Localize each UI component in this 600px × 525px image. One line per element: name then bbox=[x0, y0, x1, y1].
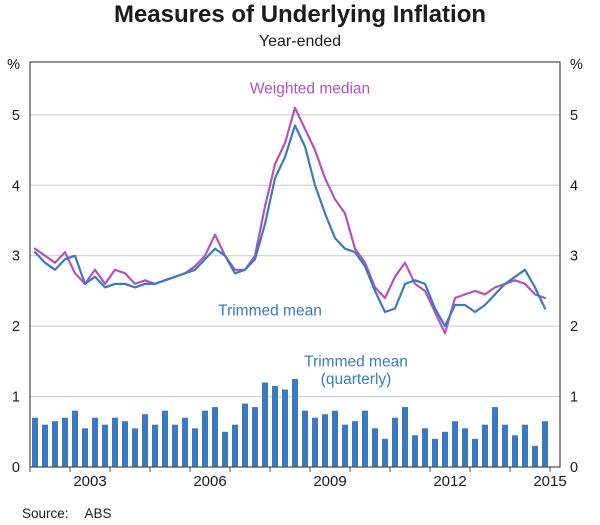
x-axis-label: 2015 bbox=[533, 473, 566, 490]
line-series bbox=[33, 124, 547, 328]
y-axis-label-left: 5 bbox=[12, 108, 20, 124]
y-axis-label-right: 1 bbox=[570, 390, 578, 406]
quarterly-bar bbox=[72, 410, 78, 467]
y-axis-label-right: 0 bbox=[570, 460, 578, 476]
y-axis-label-right: 2 bbox=[570, 319, 578, 335]
quarterly-bar bbox=[82, 428, 88, 467]
quarterly-bar bbox=[132, 428, 138, 467]
quarterly-bar bbox=[342, 424, 348, 467]
series-annotation: (quarterly) bbox=[321, 371, 392, 388]
quarterly-bar bbox=[352, 421, 358, 467]
y-axis-label-right: 4 bbox=[570, 178, 578, 194]
x-axis-label: 2006 bbox=[193, 473, 226, 490]
quarterly-bar bbox=[452, 421, 458, 467]
quarterly-bar bbox=[212, 407, 218, 467]
quarterly-bar bbox=[192, 428, 198, 467]
quarterly-bar bbox=[202, 410, 208, 467]
y-axis-label-left: 0 bbox=[12, 460, 20, 476]
quarterly-bar bbox=[162, 410, 168, 467]
quarterly-bar bbox=[302, 410, 308, 467]
y-axis-label-right: 5 bbox=[570, 108, 578, 124]
y-axis-label-right: 3 bbox=[570, 249, 578, 265]
series-annotation: Weighted median bbox=[250, 81, 370, 98]
quarterly-bar bbox=[112, 417, 118, 467]
quarterly-bar bbox=[472, 438, 478, 467]
unit-label-left: % bbox=[7, 57, 20, 73]
quarterly-bar bbox=[312, 417, 318, 467]
quarterly-bar bbox=[462, 428, 468, 467]
quarterly-bar bbox=[332, 410, 338, 467]
quarterly-bar bbox=[292, 379, 298, 467]
quarterly-bar bbox=[232, 424, 238, 467]
quarterly-bar bbox=[282, 389, 288, 467]
y-axis-label-left: 2 bbox=[12, 319, 20, 335]
quarterly-bar bbox=[522, 424, 528, 467]
quarterly-bar bbox=[422, 428, 428, 467]
unit-label-right: % bbox=[570, 57, 583, 73]
x-axis-label: 2009 bbox=[313, 473, 346, 490]
quarterly-bar bbox=[42, 424, 48, 467]
quarterly-bar bbox=[262, 382, 268, 467]
plot-frame bbox=[29, 61, 561, 468]
quarterly-bar bbox=[92, 417, 98, 467]
x-axis-label: 2003 bbox=[73, 473, 106, 490]
quarterly-bar bbox=[542, 421, 548, 467]
quarterly-bar bbox=[272, 386, 278, 467]
x-axis-label: 2012 bbox=[433, 473, 466, 490]
chart-subtitle: Year-ended bbox=[258, 33, 342, 50]
quarterly-bar bbox=[152, 424, 158, 467]
quarterly-bar bbox=[512, 435, 518, 467]
y-axis-label-left: 1 bbox=[12, 390, 20, 406]
quarterly-bar bbox=[492, 407, 498, 467]
quarterly-bar bbox=[362, 410, 368, 467]
quarterly-bar bbox=[372, 428, 378, 467]
quarterly-bar bbox=[252, 407, 258, 467]
series-annotation: Trimmed mean bbox=[218, 303, 322, 320]
quarterly-bar bbox=[432, 438, 438, 467]
source-label: Source: bbox=[22, 506, 69, 521]
quarterly-bar bbox=[142, 414, 148, 467]
quarterly-bar bbox=[62, 417, 68, 467]
quarterly-bar bbox=[242, 403, 248, 467]
quarterly-bar bbox=[412, 435, 418, 467]
quarterly-bar bbox=[32, 417, 38, 467]
quarterly-bar bbox=[182, 417, 188, 467]
quarterly-bar bbox=[122, 421, 128, 467]
quarterly-bar bbox=[222, 431, 228, 467]
plot-area: 0 0 1 1 2 2 3 3 4 4 5 5% % 2003 2006 2009 2012 2015 Weight… bbox=[7, 57, 583, 490]
quarterly-bar bbox=[532, 445, 538, 467]
y-axis-label-left: 4 bbox=[12, 178, 20, 194]
series-annotation: Trimmed mean bbox=[304, 353, 408, 370]
source-line: Source: ABS bbox=[22, 506, 112, 521]
source-value: ABS bbox=[84, 506, 112, 521]
quarterly-bar bbox=[402, 407, 408, 467]
y-axis-label-left: 3 bbox=[12, 249, 20, 265]
line-series bbox=[33, 106, 547, 335]
chart-title: Measures of Underlying Inflation bbox=[113, 1, 487, 28]
quarterly-bar bbox=[482, 424, 488, 467]
quarterly-bar bbox=[52, 421, 58, 467]
quarterly-bar bbox=[322, 414, 328, 467]
quarterly-bar bbox=[392, 417, 398, 467]
quarterly-bar bbox=[382, 438, 388, 467]
quarterly-bar bbox=[102, 424, 108, 467]
quarterly-bar bbox=[442, 431, 448, 467]
quarterly-bar bbox=[172, 424, 178, 467]
quarterly-bar bbox=[502, 424, 508, 467]
